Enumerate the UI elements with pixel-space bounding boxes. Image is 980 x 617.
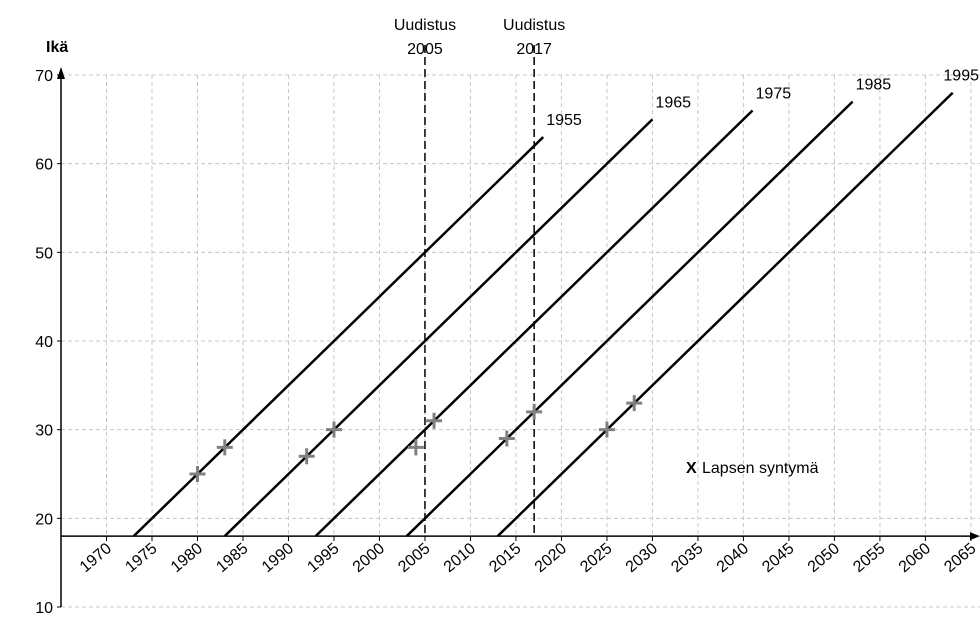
birth-marker [325, 421, 342, 438]
x-tick-label: 2045 [759, 540, 797, 576]
birth-marker [426, 412, 443, 429]
x-tick-label: 2010 [441, 540, 479, 576]
x-tick-label: 2050 [805, 540, 843, 576]
x-tick-label: 1980 [168, 540, 206, 576]
cohort-label: 1975 [756, 85, 792, 102]
y-tick-label: 60 [35, 157, 53, 174]
y-tick-label: 20 [35, 511, 53, 528]
x-tick-label: 2030 [623, 540, 661, 576]
x-tick-label: 2005 [395, 540, 433, 576]
y-axis-arrow [57, 67, 65, 79]
cohort-label: 1985 [856, 77, 892, 94]
birth-marker [298, 448, 315, 465]
cohort-line [223, 118, 654, 537]
cohort-line [132, 136, 545, 537]
y-tick-label: 40 [35, 334, 53, 351]
reference-label: Uudistus [394, 17, 456, 34]
birth-marker [498, 430, 515, 447]
birth-marker [598, 421, 615, 438]
reference-label: 2017 [516, 41, 552, 58]
cohort-line [496, 91, 954, 537]
cohort-line [405, 100, 854, 537]
x-tick-label: 2040 [714, 540, 752, 576]
y-tick-label: 30 [35, 423, 53, 440]
x-tick-label: 2020 [532, 540, 570, 576]
x-tick-label: 2055 [850, 540, 888, 576]
x-tick-label: 2065 [941, 540, 979, 576]
reference-label: Uudistus [503, 17, 565, 34]
x-tick-label: 1990 [259, 540, 297, 576]
y-tick-label: 70 [35, 68, 53, 85]
x-tick-label: 2035 [668, 540, 706, 576]
x-tick-label: 1975 [122, 540, 160, 576]
birth-marker [407, 439, 424, 456]
x-tick-label: 1995 [304, 540, 342, 576]
reference-label: 2005 [407, 41, 443, 58]
legend-symbol: X [686, 460, 697, 477]
x-tick-label: 1970 [77, 540, 115, 576]
x-tick-label: 2060 [896, 540, 934, 576]
legend-label: Lapsen syntymä [702, 460, 819, 477]
birth-marker [626, 395, 643, 412]
y-axis-label: Ikä [46, 39, 68, 56]
y-tick-label: 10 [35, 600, 53, 617]
x-tick-label: 2000 [350, 540, 388, 576]
x-tick-label: 2015 [486, 540, 524, 576]
y-tick-label: 50 [35, 245, 53, 262]
birth-marker [189, 466, 206, 482]
x-axis-arrow [970, 532, 980, 541]
x-tick-label: 2025 [577, 540, 615, 576]
cohort-line [314, 109, 754, 537]
birth-marker [526, 403, 543, 420]
cohort-label: 1995 [943, 68, 979, 85]
cohort-label: 1965 [655, 94, 691, 111]
cohort-label: 1955 [546, 112, 582, 129]
x-tick-label: 1985 [213, 540, 251, 576]
birth-marker [216, 439, 233, 456]
